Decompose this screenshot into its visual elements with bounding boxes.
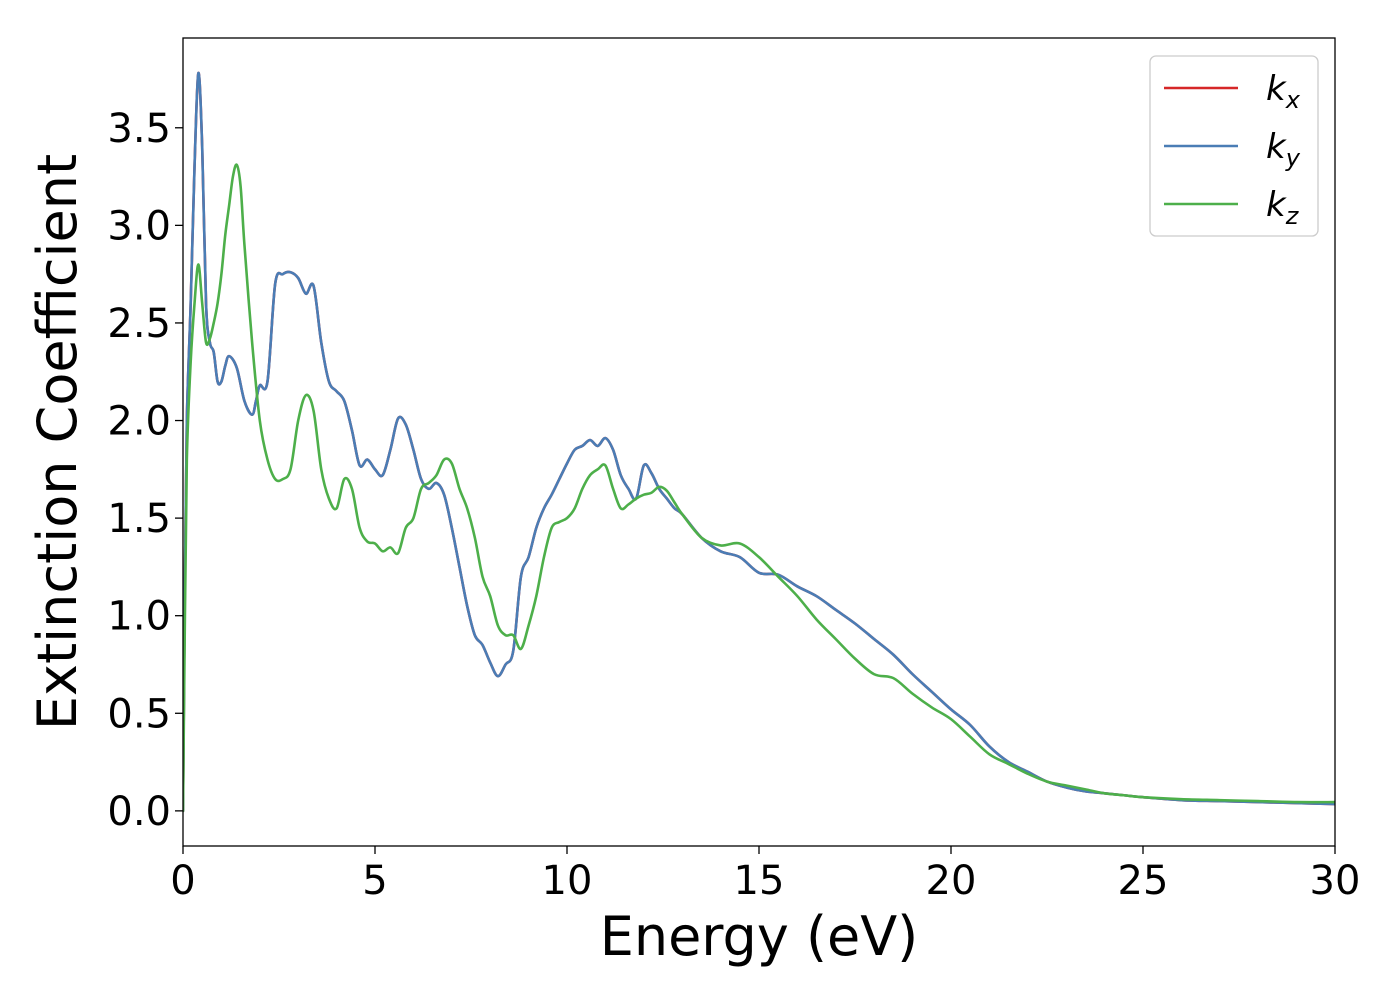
y-axis-label: Extinction Coefficient [26, 154, 89, 730]
series-line-kz [183, 163, 1335, 813]
y-tick-label: 3.0 [107, 203, 171, 249]
y-tick-label: 1.0 [107, 594, 171, 640]
x-tick-label: 25 [1118, 858, 1169, 904]
series-lines [183, 71, 1335, 813]
y-tick-label: 0.5 [107, 691, 171, 737]
y-tick-label: 2.0 [107, 399, 171, 445]
legend-label: kz [1266, 185, 1300, 230]
x-axis: 0 5 10 15 20 25 30 [170, 846, 1360, 904]
legend-item-kz: kz [1164, 185, 1300, 230]
x-tick-label: 30 [1310, 858, 1361, 904]
x-tick-label: 0 [170, 858, 195, 904]
legend-item-ky: ky [1164, 127, 1301, 172]
y-tick-label: 1.5 [107, 496, 171, 542]
legend: kx ky kz [1149, 55, 1319, 237]
legend-label: kx [1266, 69, 1301, 114]
x-tick-label: 20 [926, 858, 977, 904]
y-tick-label: 3.5 [107, 106, 171, 152]
x-tick-label: 10 [542, 858, 593, 904]
x-axis-label: Energy (eV) [600, 905, 919, 968]
series-line-ky [183, 71, 1335, 813]
legend-label: ky [1266, 127, 1301, 172]
y-tick-label: 2.5 [107, 301, 171, 347]
legend-item-kx: kx [1164, 69, 1301, 114]
x-tick-label: 5 [362, 858, 387, 904]
y-tick-label: 0.0 [107, 789, 171, 835]
x-tick-label: 15 [734, 858, 785, 904]
y-axis: 0.0 0.5 1.0 1.5 2.0 2.5 3.0 3.5 [107, 106, 183, 835]
